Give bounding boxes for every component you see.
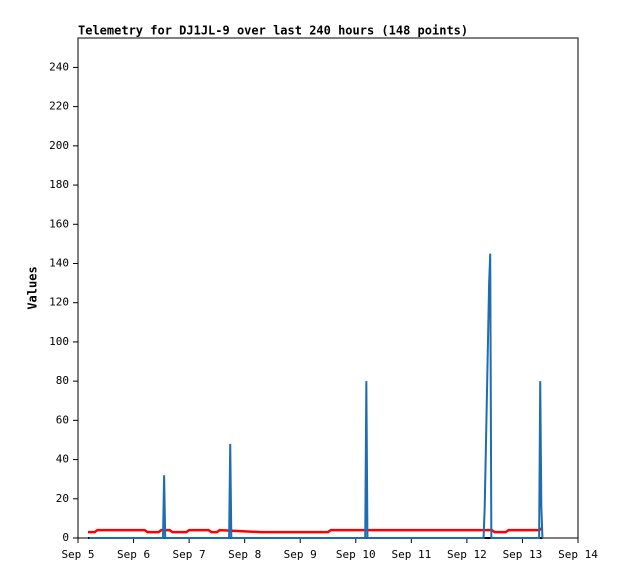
y-tick-label: 0 [62,531,69,544]
y-tick-label: 200 [49,139,69,152]
chart-title: Telemetry for DJ1JL-9 over last 240 hour… [78,24,468,38]
x-tick-label: Sep 5 [61,548,94,561]
y-axis-label: Values [26,266,40,309]
y-tick-label: 20 [56,492,69,505]
y-tick-label: 240 [49,60,69,73]
x-tick-label: Sep 9 [284,548,317,561]
y-tick-label: 80 [56,374,69,387]
x-tick-label: Sep 8 [228,548,261,561]
y-tick-label: 60 [56,413,69,426]
y-tick-label: 120 [49,296,69,309]
y-tick-label: 100 [49,335,69,348]
series-line [88,527,543,534]
series-line [89,253,544,539]
y-tick-label: 180 [49,178,69,191]
y-tick-label: 140 [49,256,69,269]
x-tick-label: Sep 12 [447,548,487,561]
x-tick-label: Sep 7 [173,548,206,561]
x-tick-label: Sep 11 [391,548,431,561]
y-tick-label: 40 [56,453,69,466]
x-tick-label: Sep 6 [117,548,150,561]
x-tick-label: Sep 13 [503,548,543,561]
y-tick-label: 220 [49,100,69,113]
x-tick-label: Sep 14 [558,548,598,561]
x-tick-label: Sep 10 [336,548,376,561]
y-tick-label: 160 [49,217,69,230]
